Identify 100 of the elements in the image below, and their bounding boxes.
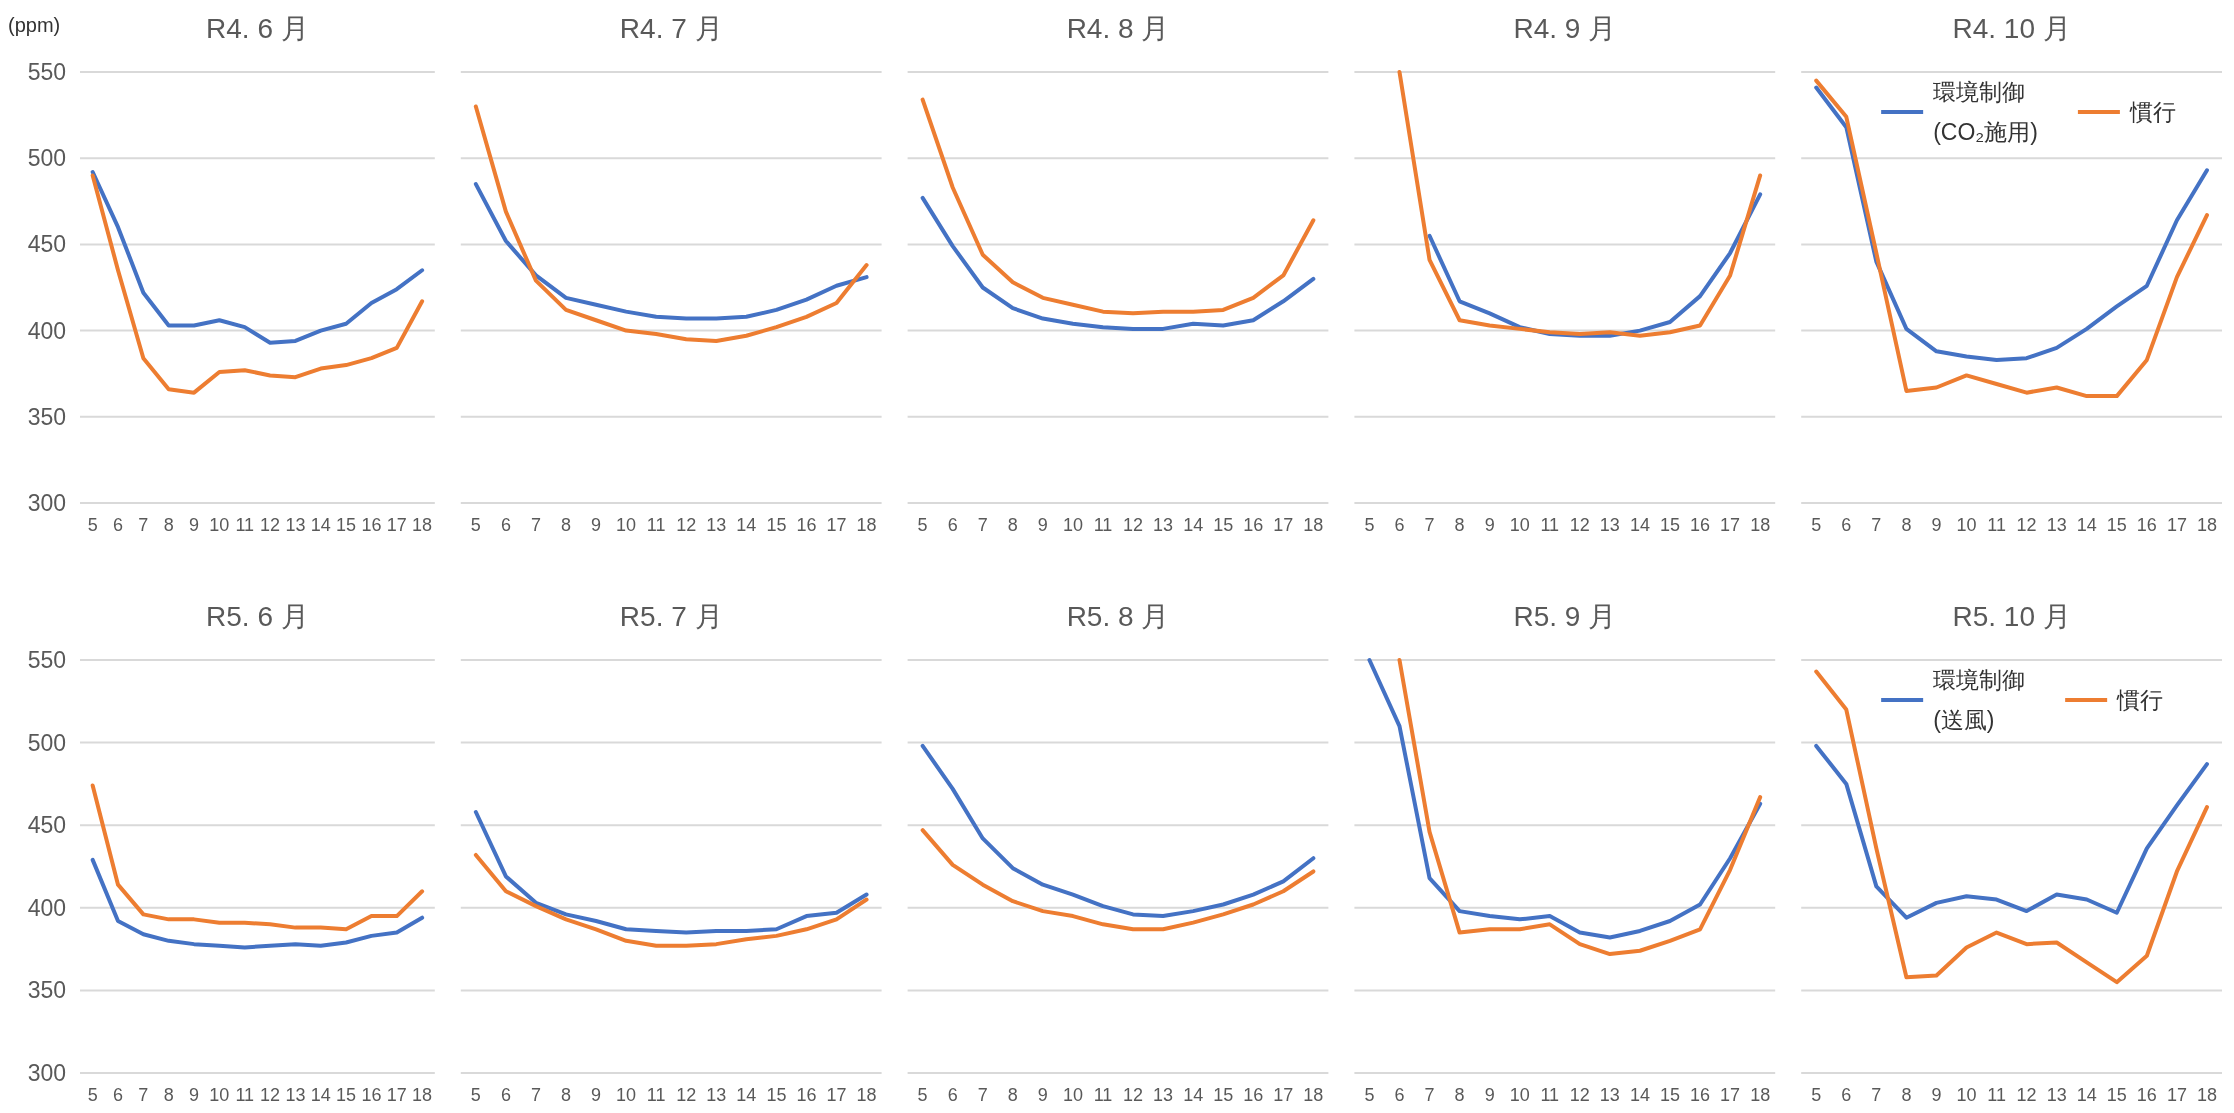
x-tick-label: 16 [2136,515,2157,535]
x-tick-label: 17 [1273,515,1294,535]
x-tick-label: 9 [189,1085,200,1105]
x-tick-label: 12 [260,515,281,535]
x-tick-label: 13 [285,515,306,535]
y-tick-label: 400 [27,894,66,921]
x-tick-label: 6 [1841,515,1852,535]
x-tick-label: 17 [2166,515,2187,535]
x-tick-label: 13 [1599,1085,1620,1105]
line-series [90,173,425,395]
x-tick-label: 6 [947,515,958,535]
x-tick-label: 7 [138,515,149,535]
legend-label: 環境制御 (CO₂施用) [1933,79,2038,145]
chart-title: R4. 6 月 [206,13,309,44]
x-tick-label: 6 [500,1085,511,1105]
x-tick-label: 8 [1901,1085,1912,1105]
x-tick-label: 18 [1750,1085,1771,1105]
y-tick-label: 350 [27,403,66,430]
x-tick-label: 10 [616,1085,637,1105]
y-tick-label: 550 [27,59,66,85]
y-tick-label: 350 [27,977,66,1004]
x-tick-label: 10 [1509,1085,1530,1105]
x-tick-label: 12 [1569,515,1590,535]
x-tick-label: 18 [2196,515,2217,535]
x-tick-label: 11 [1987,515,2006,535]
x-tick-label: 6 [1841,1085,1852,1105]
x-tick-label: 12 [260,1085,281,1105]
x-tick-label: 12 [2016,1085,2037,1105]
x-tick-label: 7 [1424,1085,1435,1105]
x-tick-label: 11 [1093,1085,1113,1105]
chart-title: R5. 9 月 [1513,601,1617,632]
x-tick-label: 8 [1007,515,1018,535]
y-tick-label: 450 [27,231,66,258]
x-tick-label: 17 [1720,515,1741,535]
x-tick-label: 6 [113,515,124,535]
x-tick-label: 7 [1871,1085,1882,1105]
y-tick-label: 500 [27,729,66,756]
x-tick-label: 17 [386,1085,407,1105]
x-tick-label: 16 [1243,1085,1264,1105]
x-tick-label: 17 [826,1085,847,1105]
x-tick-label: 12 [2016,515,2037,535]
x-tick-label: 13 [285,1085,306,1105]
x-tick-label: 6 [113,1085,124,1105]
x-tick-label: 11 [235,515,255,535]
x-tick-label: 5 [1364,515,1375,535]
chart-title: R5. 6 月 [206,601,309,632]
x-tick-label: 10 [209,1085,230,1105]
x-tick-label: 9 [1037,515,1048,535]
x-tick-label: 14 [1183,1085,1204,1105]
x-tick-label: 18 [1303,1085,1324,1105]
x-tick-label: 11 [1540,1085,1560,1105]
y-tick-label: 450 [27,812,66,839]
x-tick-label: 5 [87,1085,98,1105]
x-tick-label: 10 [1509,515,1530,535]
x-tick-label: 9 [1931,515,1942,535]
x-tick-label: 18 [1303,515,1324,535]
x-tick-label: 18 [856,1085,877,1105]
x-tick-label: 7 [977,1085,988,1105]
x-tick-label: 8 [1901,515,1912,535]
x-tick-label: 14 [1629,515,1650,535]
x-tick-label: 16 [361,1085,382,1105]
x-tick-label: 12 [676,515,697,535]
chart-title: R4. 10 月 [1952,13,2071,44]
line-series [90,857,425,950]
x-tick-label: 14 [2076,515,2097,535]
x-tick-label: 12 [1569,1085,1590,1105]
x-tick-label: 12 [1123,515,1144,535]
x-tick-label: 8 [560,515,572,535]
x-tick-label: 14 [310,515,331,535]
x-tick-label: 18 [412,515,433,535]
x-tick-label: 9 [1484,515,1495,535]
y-tick-label: 300 [27,490,66,516]
x-tick-label: 15 [1659,1085,1681,1105]
x-tick-label: 15 [336,1085,357,1105]
x-tick-label: 8 [1454,1085,1465,1105]
x-tick-label: 9 [1037,1085,1048,1105]
x-tick-label: 8 [1007,1085,1018,1105]
x-tick-label: 18 [856,515,877,535]
x-tick-label: 11 [1540,515,1560,535]
x-tick-label: 13 [2046,515,2067,535]
x-tick-label: 18 [2196,1085,2217,1105]
x-tick-label: 15 [336,515,357,535]
x-tick-label: 7 [1871,515,1882,535]
x-tick-label: 8 [1454,515,1465,535]
x-tick-label: 8 [560,1085,572,1105]
x-tick-label: 5 [1811,515,1822,535]
x-tick-label: 6 [1394,1085,1405,1105]
x-tick-label: 15 [766,1085,787,1105]
x-tick-label: 16 [361,515,382,535]
legend-label: 慣行 [2128,99,2176,125]
x-tick-label: 17 [2166,1085,2187,1105]
x-tick-label: 11 [646,1085,666,1105]
x-tick-label: 6 [1394,515,1405,535]
x-tick-label: 16 [1690,515,1711,535]
x-tick-label: 10 [1956,1085,1977,1105]
x-tick-label: 8 [163,515,174,535]
y-tick-label: 400 [27,317,66,344]
x-tick-label: 5 [1364,1085,1375,1105]
x-tick-label: 5 [1811,1085,1822,1105]
x-tick-label: 7 [530,515,541,535]
